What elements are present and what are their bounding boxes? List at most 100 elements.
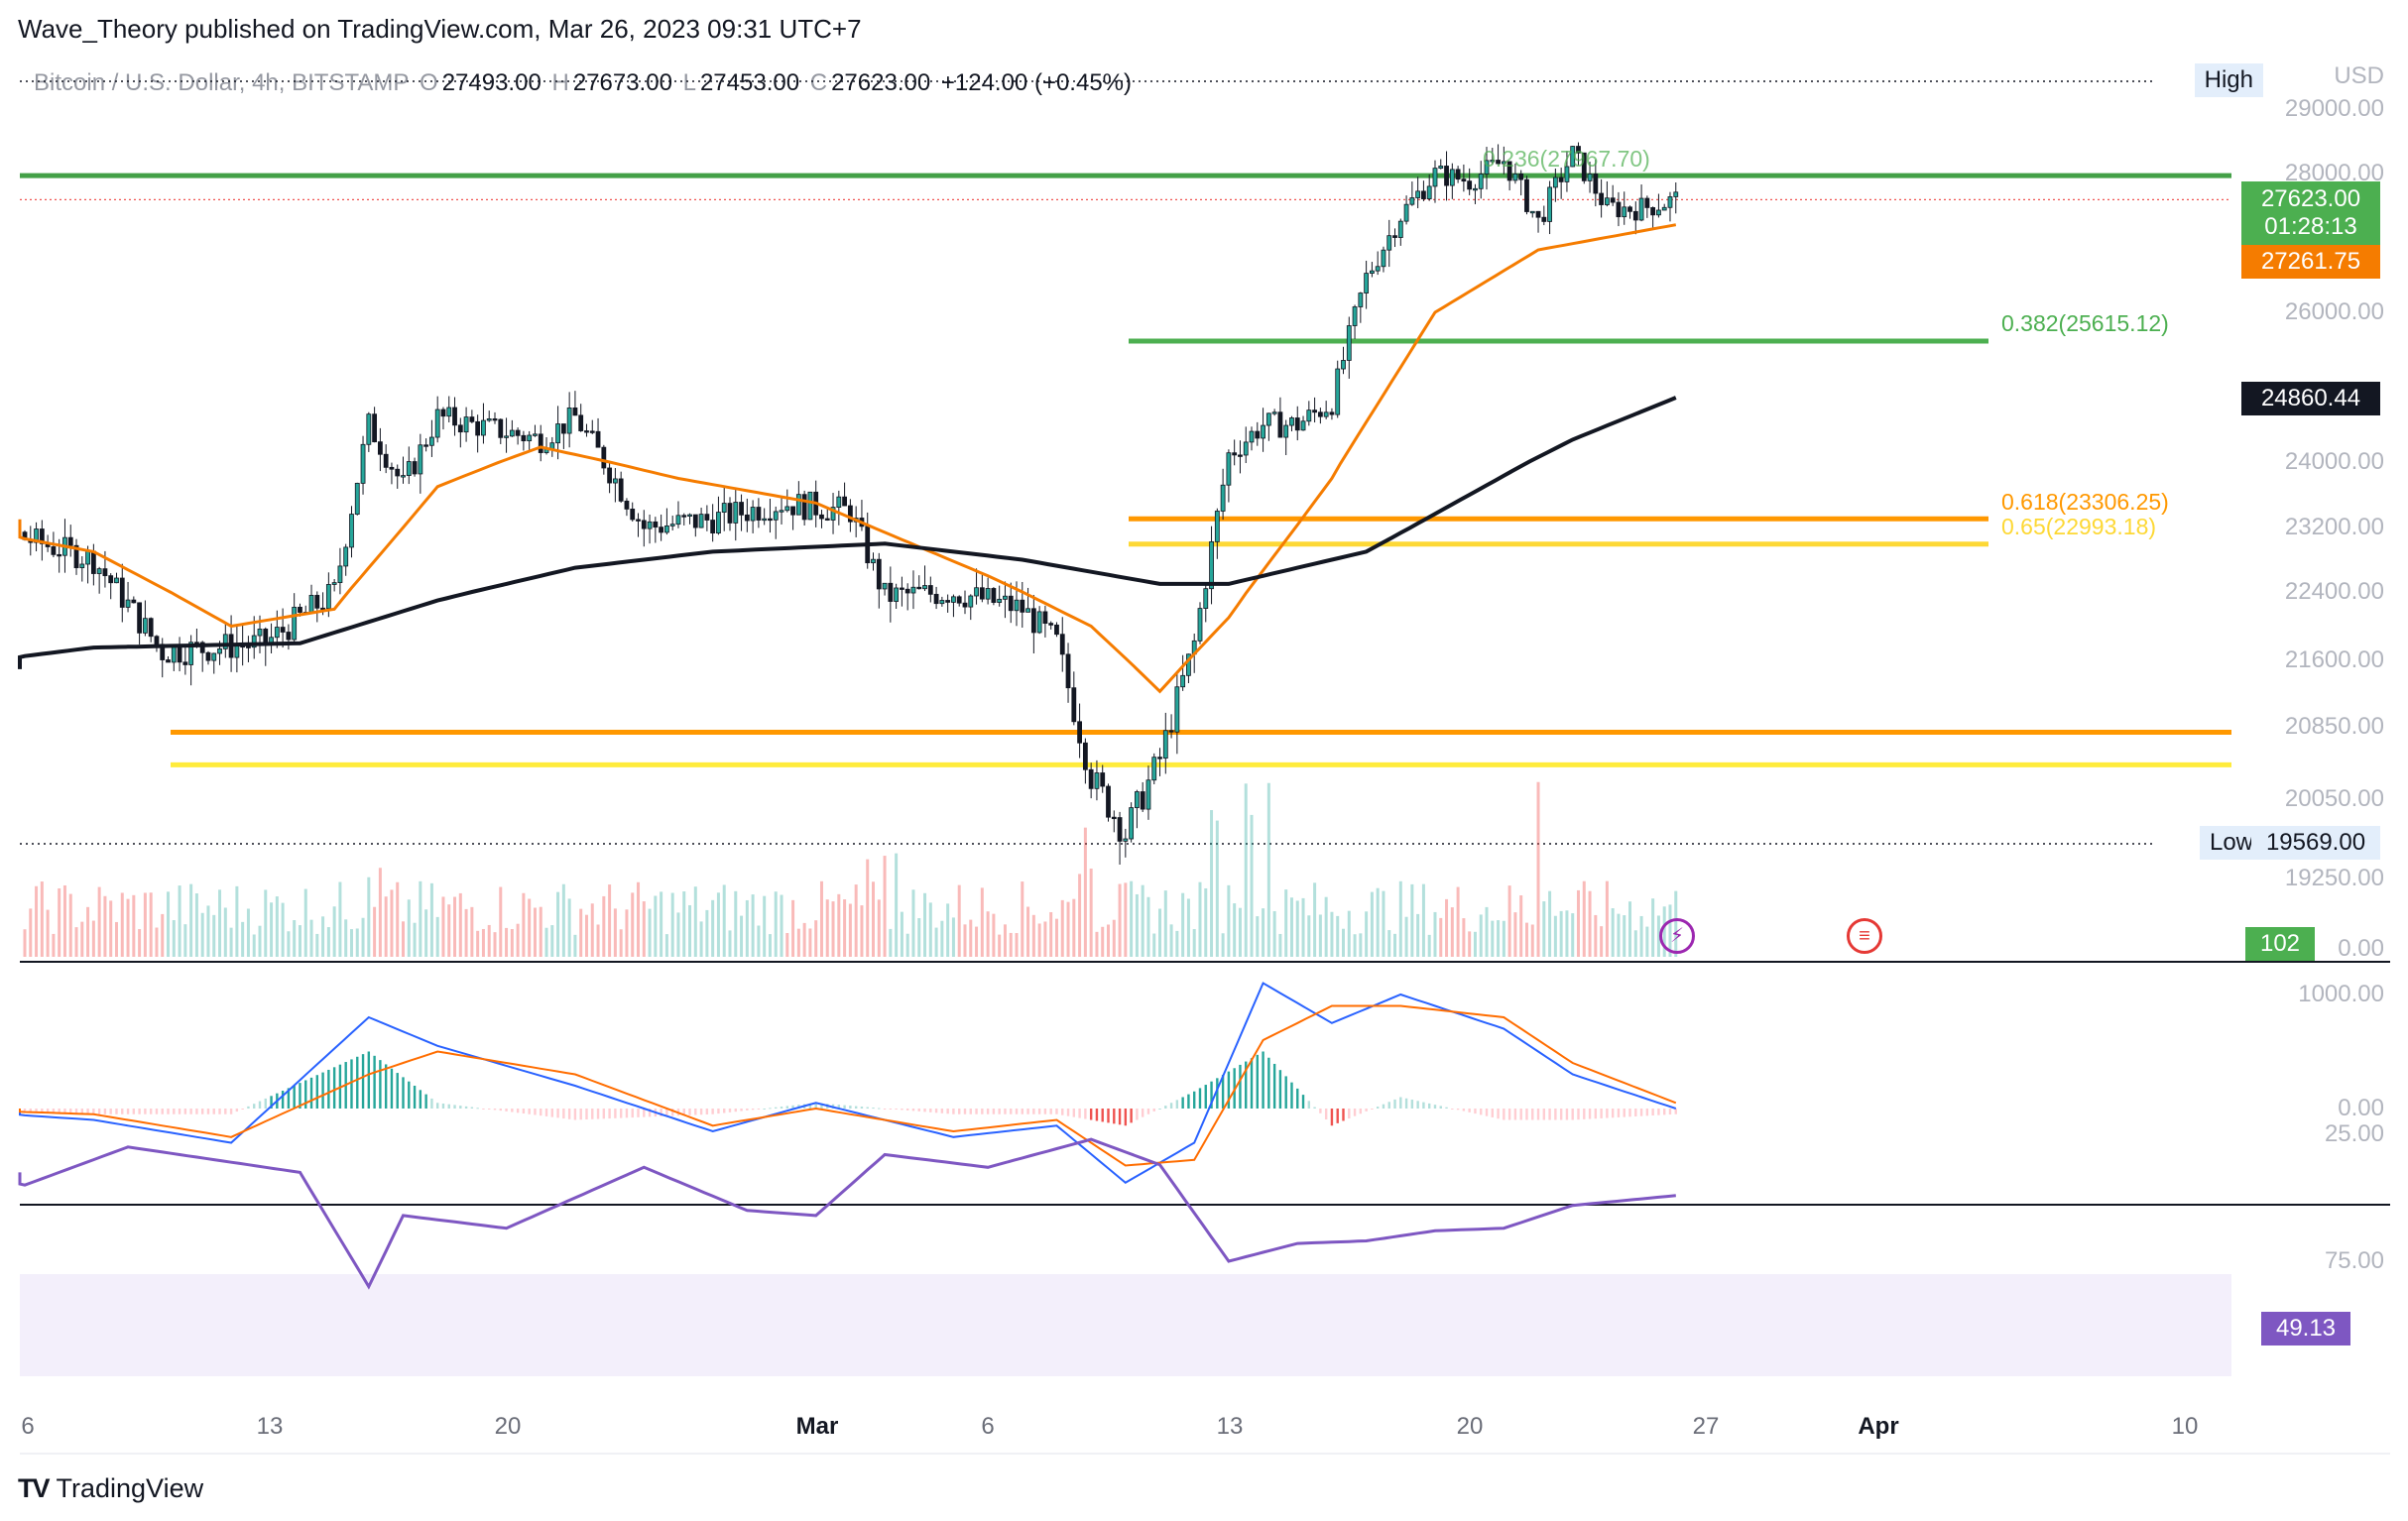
volume-bar	[539, 906, 542, 957]
macd-histogram-bar	[1536, 1109, 1540, 1120]
volume-bar	[843, 899, 847, 957]
candle-body	[263, 629, 269, 645]
candle-body	[653, 521, 659, 528]
candle-body	[160, 644, 166, 660]
macd-histogram-bar	[705, 1109, 709, 1114]
volume-bar	[1445, 898, 1449, 957]
candle-body	[997, 598, 1003, 603]
last-price-badge: 27623.00 01:28:13	[2241, 181, 2380, 245]
macd-histogram-bar	[895, 1109, 898, 1110]
volume-bar	[699, 921, 703, 957]
macd-histogram-bar	[155, 1109, 159, 1114]
macd-histogram-bar	[1245, 1061, 1248, 1109]
candle-body	[1529, 210, 1535, 214]
volume-bar	[349, 929, 353, 957]
candle-body	[509, 429, 515, 437]
volume-bar	[1244, 783, 1248, 957]
macd-histogram-bar	[235, 1109, 239, 1112]
macd-histogram-bar	[820, 1103, 823, 1109]
volume-bar	[757, 925, 761, 957]
candle-body	[607, 467, 613, 484]
candle-body	[664, 525, 669, 533]
macd-histogram-bar	[1015, 1109, 1019, 1114]
macd-histogram-bar	[299, 1083, 301, 1109]
macd-histogram-bar	[946, 1109, 949, 1114]
fib-0236-label: 0.236(27967.70)	[1483, 146, 1650, 172]
macd-histogram-bar	[74, 1109, 78, 1114]
volume-bar	[895, 853, 899, 957]
macd-histogram-bar	[453, 1105, 456, 1109]
volume-bar	[866, 859, 870, 957]
volume-bar	[740, 915, 744, 957]
macd-histogram-bar	[1061, 1109, 1064, 1115]
lightning-icon[interactable]: ⚡	[1659, 918, 1695, 954]
macd-histogram-bar	[963, 1109, 967, 1114]
price-tick-label: 20850.00	[2284, 713, 2384, 740]
volume-bar	[745, 899, 749, 957]
volume-bar	[402, 921, 406, 957]
candle-body	[916, 586, 922, 590]
volume-bar	[814, 920, 818, 957]
fib-065-label: 0.65(22993.18)	[2001, 514, 2157, 539]
candle-body	[1644, 197, 1650, 208]
volume-bar	[1015, 933, 1019, 957]
macd-histogram-bar	[1445, 1107, 1448, 1109]
macd-histogram-bar	[1577, 1109, 1580, 1120]
volume-bar	[751, 894, 755, 957]
macd-histogram-bar	[717, 1109, 720, 1114]
us-flag-icon[interactable]: ≡	[1847, 918, 1882, 954]
macd-histogram-bar	[464, 1106, 468, 1109]
volume-bar	[619, 929, 623, 957]
volume-bar	[429, 882, 433, 957]
candle-body	[269, 637, 274, 645]
candle-body	[1243, 441, 1249, 456]
low-value-badge: 19569.00	[2251, 826, 2380, 860]
candle-body	[1397, 220, 1403, 238]
volume-bar	[40, 881, 44, 957]
candle-body	[1065, 653, 1071, 689]
macd-histogram-bar	[1634, 1109, 1637, 1116]
candle-body	[320, 607, 325, 611]
macd-histogram-bar	[1187, 1094, 1190, 1109]
macd-histogram-bar	[1055, 1109, 1058, 1114]
candle-body	[199, 642, 205, 653]
time-tick-label: 20	[494, 1413, 522, 1440]
candle-body	[744, 514, 750, 522]
macd-histogram-bar	[1049, 1109, 1052, 1114]
macd-histogram-bar	[435, 1103, 439, 1109]
macd-histogram-bar	[1645, 1109, 1649, 1116]
macd-histogram-bar	[390, 1068, 394, 1109]
candle-body	[1220, 484, 1226, 512]
candle-body	[779, 510, 784, 513]
volume-bar	[476, 930, 480, 957]
macd-histogram-bar	[814, 1103, 817, 1109]
volume-bar	[235, 885, 239, 957]
volume-bar	[252, 934, 256, 957]
volume-bar	[241, 921, 245, 957]
volume-bar	[722, 884, 726, 957]
symbol-name[interactable]: Bitcoin / U.S. Dollar, 4h, BITSTAMP	[34, 69, 410, 96]
candle-body	[1025, 608, 1030, 613]
macd-histogram-bar	[1026, 1109, 1029, 1114]
volume-bar	[590, 903, 594, 957]
macd-histogram-bar	[1267, 1057, 1270, 1109]
volume-bar	[1571, 913, 1575, 957]
volume-bar	[1382, 890, 1385, 957]
volume-bar	[52, 933, 56, 957]
volume-bar	[1450, 907, 1454, 957]
candle-body	[681, 515, 687, 518]
volume-bar	[223, 907, 227, 957]
candle-body	[968, 595, 974, 608]
volume-bar	[1054, 918, 1058, 957]
candle-body	[1656, 209, 1661, 216]
macd-histogram-bar	[591, 1109, 594, 1119]
candle-body	[1604, 197, 1610, 205]
macd-histogram-bar	[1525, 1109, 1528, 1120]
candle-body	[1054, 624, 1059, 636]
candle-body	[584, 430, 589, 433]
macd-histogram-bar	[1416, 1101, 1419, 1109]
candle-body	[739, 502, 744, 516]
candle-body	[1535, 210, 1541, 218]
macd-histogram-bar	[992, 1109, 996, 1114]
